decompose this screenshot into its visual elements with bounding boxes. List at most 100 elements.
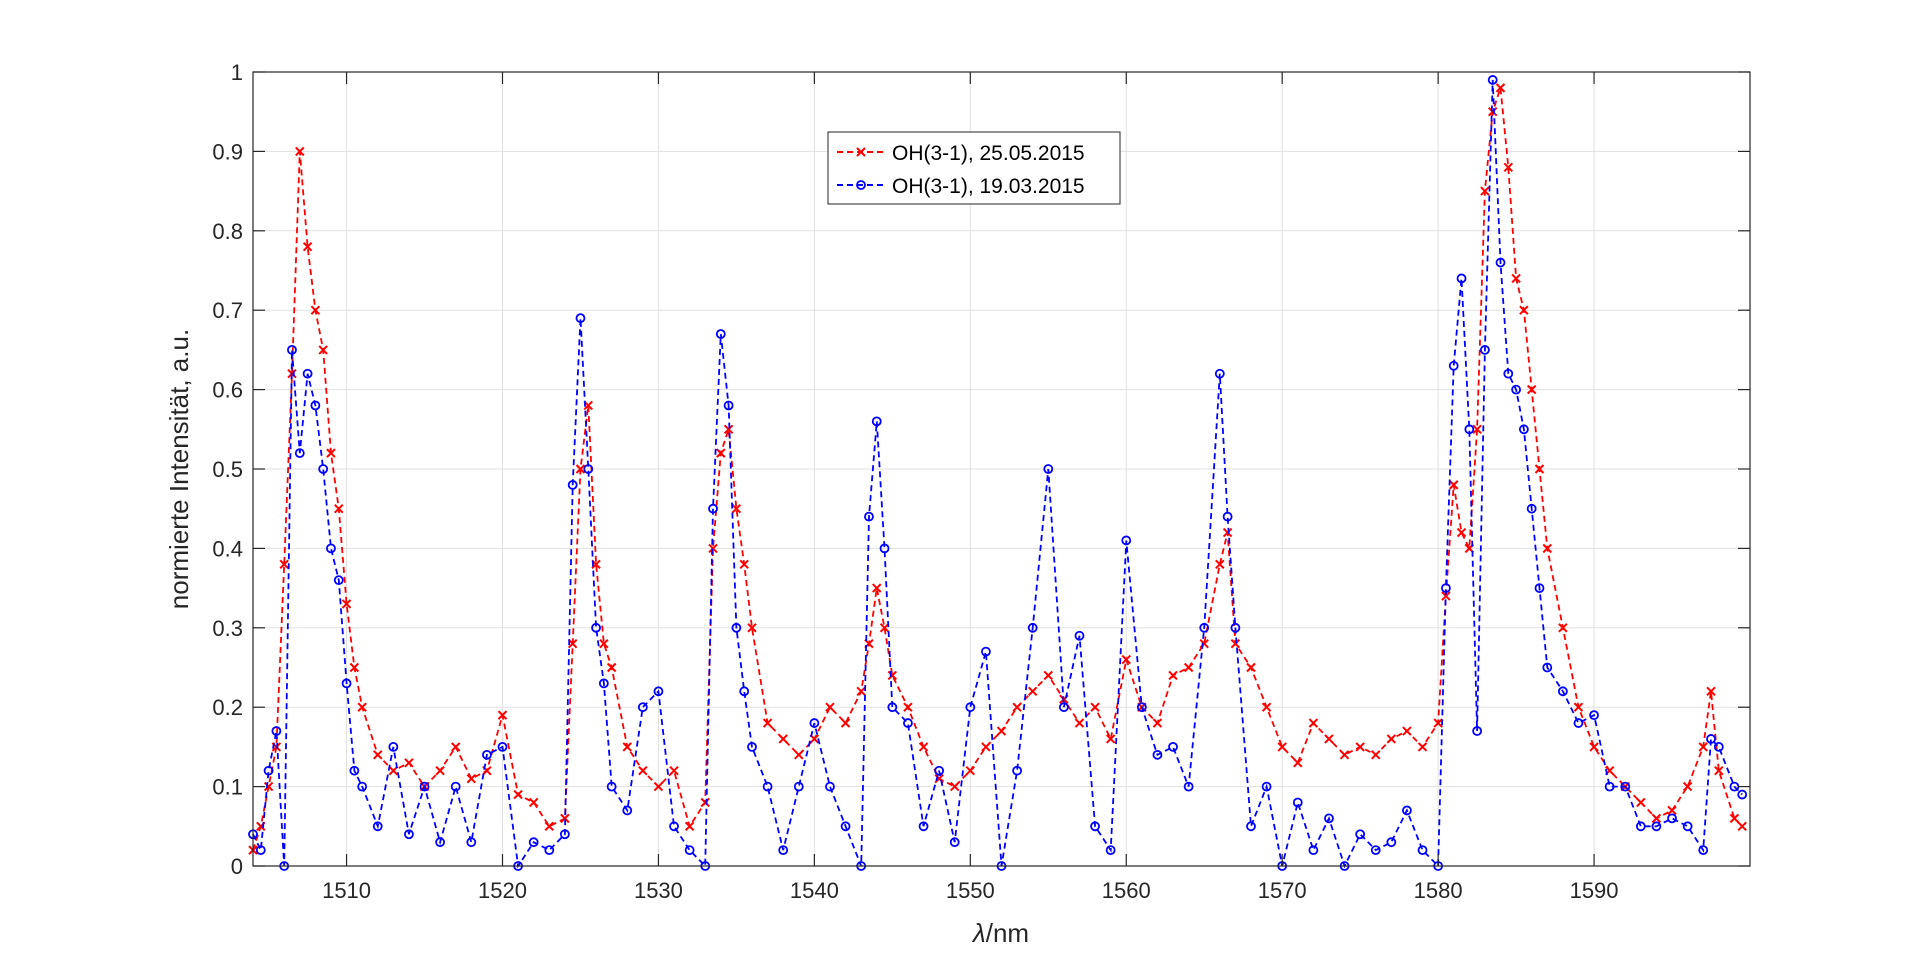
data-point (1152, 749, 1163, 760)
data-point (310, 305, 321, 315)
data-point (747, 742, 757, 752)
data-point (1511, 273, 1521, 284)
data-point (357, 781, 368, 792)
data-point (700, 797, 710, 808)
data-point (1324, 813, 1334, 824)
y-tick-label: 0.6 (212, 378, 243, 403)
data-point (1526, 503, 1537, 514)
data-point (435, 766, 445, 776)
data-point (1449, 480, 1459, 490)
data-point (1090, 821, 1100, 832)
x-axis-symbol: λ (971, 918, 986, 948)
data-point (1480, 186, 1490, 196)
data-point (1518, 424, 1529, 435)
data-point (295, 146, 305, 157)
data-point (1472, 424, 1482, 435)
data-point (544, 821, 554, 832)
data-point (965, 766, 976, 776)
data-point (263, 781, 274, 792)
data-point (349, 662, 360, 673)
data-point (450, 781, 461, 792)
x-tick-label: 1570 (1258, 878, 1307, 903)
data-point (575, 313, 586, 324)
data-point (1495, 83, 1506, 93)
data-point (373, 750, 383, 760)
data-point (622, 742, 632, 752)
data-point (1651, 813, 1662, 824)
data-point (1682, 821, 1693, 832)
data-point (1558, 623, 1568, 633)
data-point (560, 813, 570, 824)
data-point (404, 758, 414, 768)
x-tick-label: 1530 (634, 878, 683, 903)
data-point (1308, 845, 1319, 856)
data-point (1472, 726, 1483, 736)
data-point (1534, 464, 1545, 474)
data-point (739, 559, 749, 569)
data-point (482, 749, 492, 760)
data-point (1729, 813, 1740, 824)
data-point (1573, 702, 1584, 712)
data-point (1682, 781, 1693, 792)
data-point (1604, 781, 1615, 792)
data-point (708, 503, 718, 514)
data-point (591, 622, 601, 633)
y-tick-label: 0.2 (212, 695, 243, 720)
data-point (825, 702, 835, 712)
data-point (318, 345, 328, 355)
y-tick-label: 1 (231, 60, 243, 85)
data-point (1261, 702, 1272, 712)
data-point (879, 623, 890, 633)
ticks (253, 71, 1750, 867)
data-point (559, 829, 570, 840)
data-point (637, 702, 648, 713)
x-axis-unit: /nm (986, 918, 1029, 948)
data-point (466, 773, 477, 784)
x-axis-label: λ/nm (971, 918, 1029, 948)
data-point (1503, 368, 1514, 379)
data-point (1636, 797, 1646, 808)
data-point (1441, 591, 1451, 601)
data-point (669, 821, 679, 832)
data-point (1214, 368, 1225, 379)
data-point (684, 845, 695, 856)
legend-box (827, 131, 1121, 205)
data-point (1215, 559, 1225, 569)
data-point (341, 599, 352, 609)
data-point (606, 662, 617, 673)
data-point (1371, 750, 1381, 760)
data-point (1487, 106, 1498, 117)
data-point (1480, 344, 1490, 355)
data-point (1308, 718, 1319, 728)
y-axis-label: normierte Intensität, a.u. (164, 329, 194, 609)
data-point (1456, 527, 1467, 538)
data-point (638, 766, 648, 776)
data-point (466, 837, 477, 848)
series-layer (248, 75, 1748, 871)
data-point (840, 718, 851, 728)
data-point (302, 241, 313, 252)
data-point (1737, 821, 1747, 832)
legend-marker-symbol (856, 147, 866, 157)
data-point (879, 543, 890, 554)
data-point (1386, 734, 1397, 744)
data-point (1152, 718, 1163, 728)
data-point (1292, 797, 1303, 808)
y-tick-label: 0 (231, 854, 243, 879)
data-point (341, 678, 352, 689)
data-point (388, 766, 399, 776)
data-point (1261, 781, 1272, 792)
data-point (949, 837, 960, 848)
y-tick-label: 0.1 (212, 775, 243, 800)
data-point (263, 765, 274, 776)
data-point (528, 837, 539, 848)
x-tick-label: 1580 (1414, 878, 1463, 903)
data-point (1589, 710, 1599, 721)
data-point (1339, 750, 1350, 760)
data-point (887, 670, 898, 681)
x-tick-label: 1590 (1570, 878, 1619, 903)
data-point (762, 781, 773, 792)
data-point (318, 464, 329, 474)
data-point (1168, 742, 1178, 752)
